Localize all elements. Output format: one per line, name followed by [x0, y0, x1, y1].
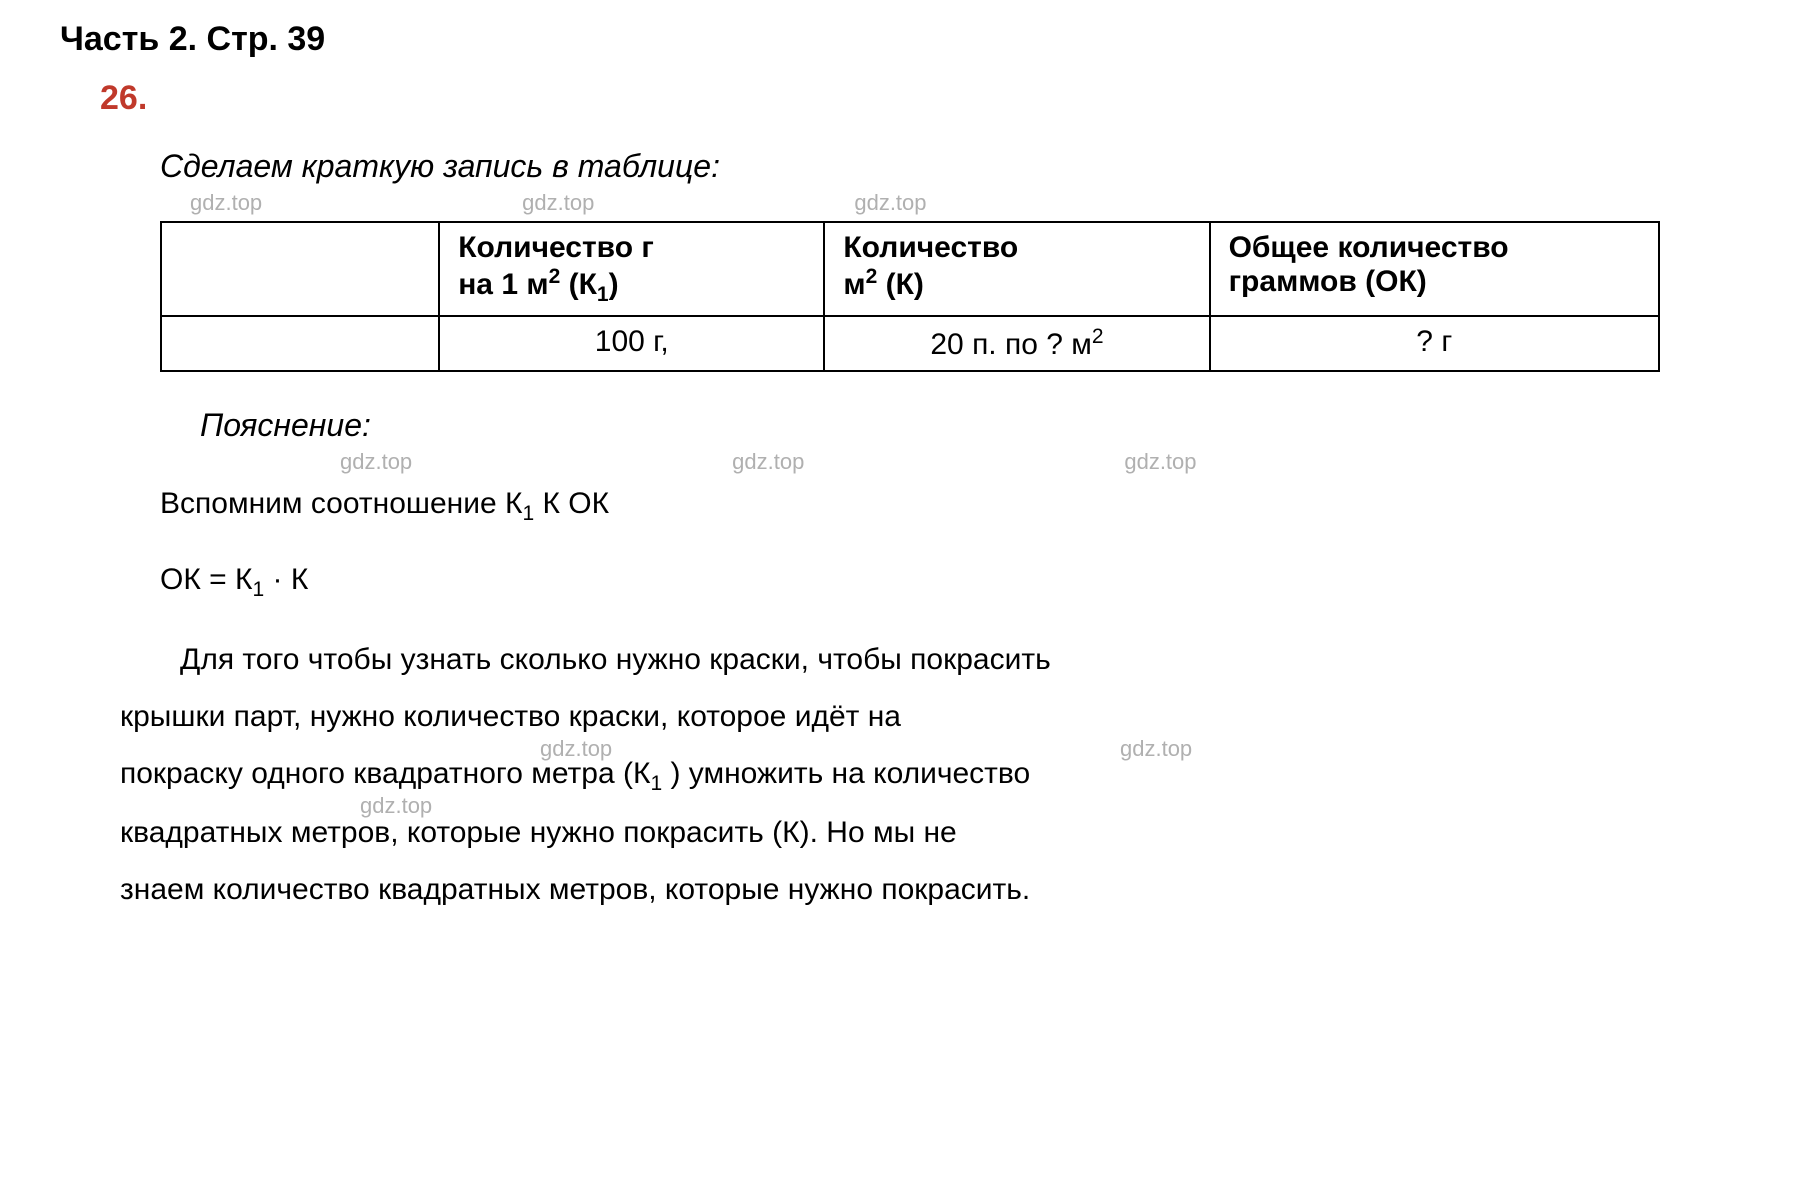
paragraph-block: Для того чтобы узнать сколько нужно крас…: [60, 631, 1743, 918]
header-text: Количество: [843, 231, 1018, 264]
watermark: gdz.top: [540, 736, 612, 762]
watermark: gdz.top: [854, 190, 926, 216]
table-data-row: 100 г, 20 п. по ? м2 ? г: [161, 316, 1659, 371]
watermark: gdz.top: [522, 190, 594, 216]
watermark: gdz.top: [360, 793, 432, 819]
header-unit: м: [843, 268, 865, 301]
table-header-row: Количество г на 1 м2 (К1) Количество м2 …: [161, 222, 1659, 316]
header-unit: м: [526, 268, 548, 301]
paragraph-line-1: Для того чтобы узнать сколько нужно крас…: [120, 631, 1743, 688]
table-cell-k: 20 п. по ? м2: [824, 316, 1209, 371]
para-text: ) умножить на количество: [662, 757, 1030, 790]
table-header-empty: [161, 222, 439, 316]
formula-sub: 1: [252, 578, 264, 601]
formula-line-1: Вспомним соотношение К1 К ОК: [160, 480, 1743, 531]
header-text: Общее количество: [1229, 231, 1509, 264]
formula-text: К ОК: [534, 487, 609, 520]
table-cell-label: [161, 316, 439, 371]
header-sup: 2: [549, 265, 561, 288]
paragraph-line-2: крышки парт, нужно количество краски, ко…: [120, 688, 1743, 745]
formula-text: ОК = К: [160, 563, 252, 596]
part-header: Часть 2. Стр. 39: [60, 20, 1743, 59]
exercise-number: 26.: [100, 79, 1743, 118]
header-text: Количество г: [458, 231, 654, 264]
formula-sub: 1: [522, 502, 534, 525]
watermark: gdz.top: [732, 449, 804, 475]
table-cell-ok: ? г: [1210, 316, 1659, 371]
watermark-row-1: gdz.top gdz.top gdz.top: [60, 190, 1743, 216]
header-text: (К: [560, 268, 597, 301]
para-sub: 1: [650, 772, 662, 795]
cell-sup: 2: [1092, 325, 1104, 348]
header-text: (К): [877, 268, 924, 301]
formula-line-2: ОК = К1 · К: [160, 556, 1743, 607]
table-header-k1: Количество г на 1 м2 (К1): [439, 222, 824, 316]
data-table: Количество г на 1 м2 (К1) Количество м2 …: [160, 221, 1660, 372]
intro-text: Сделаем краткую запись в таблице:: [160, 148, 1743, 185]
table-header-ok: Общее количество граммов (ОК): [1210, 222, 1659, 316]
cell-text: 20 п. по ? м: [930, 328, 1092, 361]
header-text: ): [609, 268, 619, 301]
watermark: gdz.top: [340, 449, 412, 475]
explanation-label: Пояснение:: [200, 407, 1743, 444]
watermark-row-2: gdz.top gdz.top gdz.top: [60, 449, 1743, 475]
formula-text: Вспомним соотношение К: [160, 487, 522, 520]
table-cell-k1: 100 г,: [439, 316, 824, 371]
paragraph-line-5: знаем количество квадратных метров, кото…: [120, 861, 1743, 918]
header-text: граммов (ОК): [1229, 265, 1427, 298]
table-header-k: Количество м2 (К): [824, 222, 1209, 316]
formula-text: · К: [264, 563, 308, 596]
header-sub: 1: [597, 283, 609, 306]
watermark: gdz.top: [190, 190, 262, 216]
watermark: gdz.top: [1120, 736, 1192, 762]
header-sup: 2: [866, 265, 878, 288]
header-text: на 1: [458, 268, 526, 301]
watermark: gdz.top: [1124, 449, 1196, 475]
